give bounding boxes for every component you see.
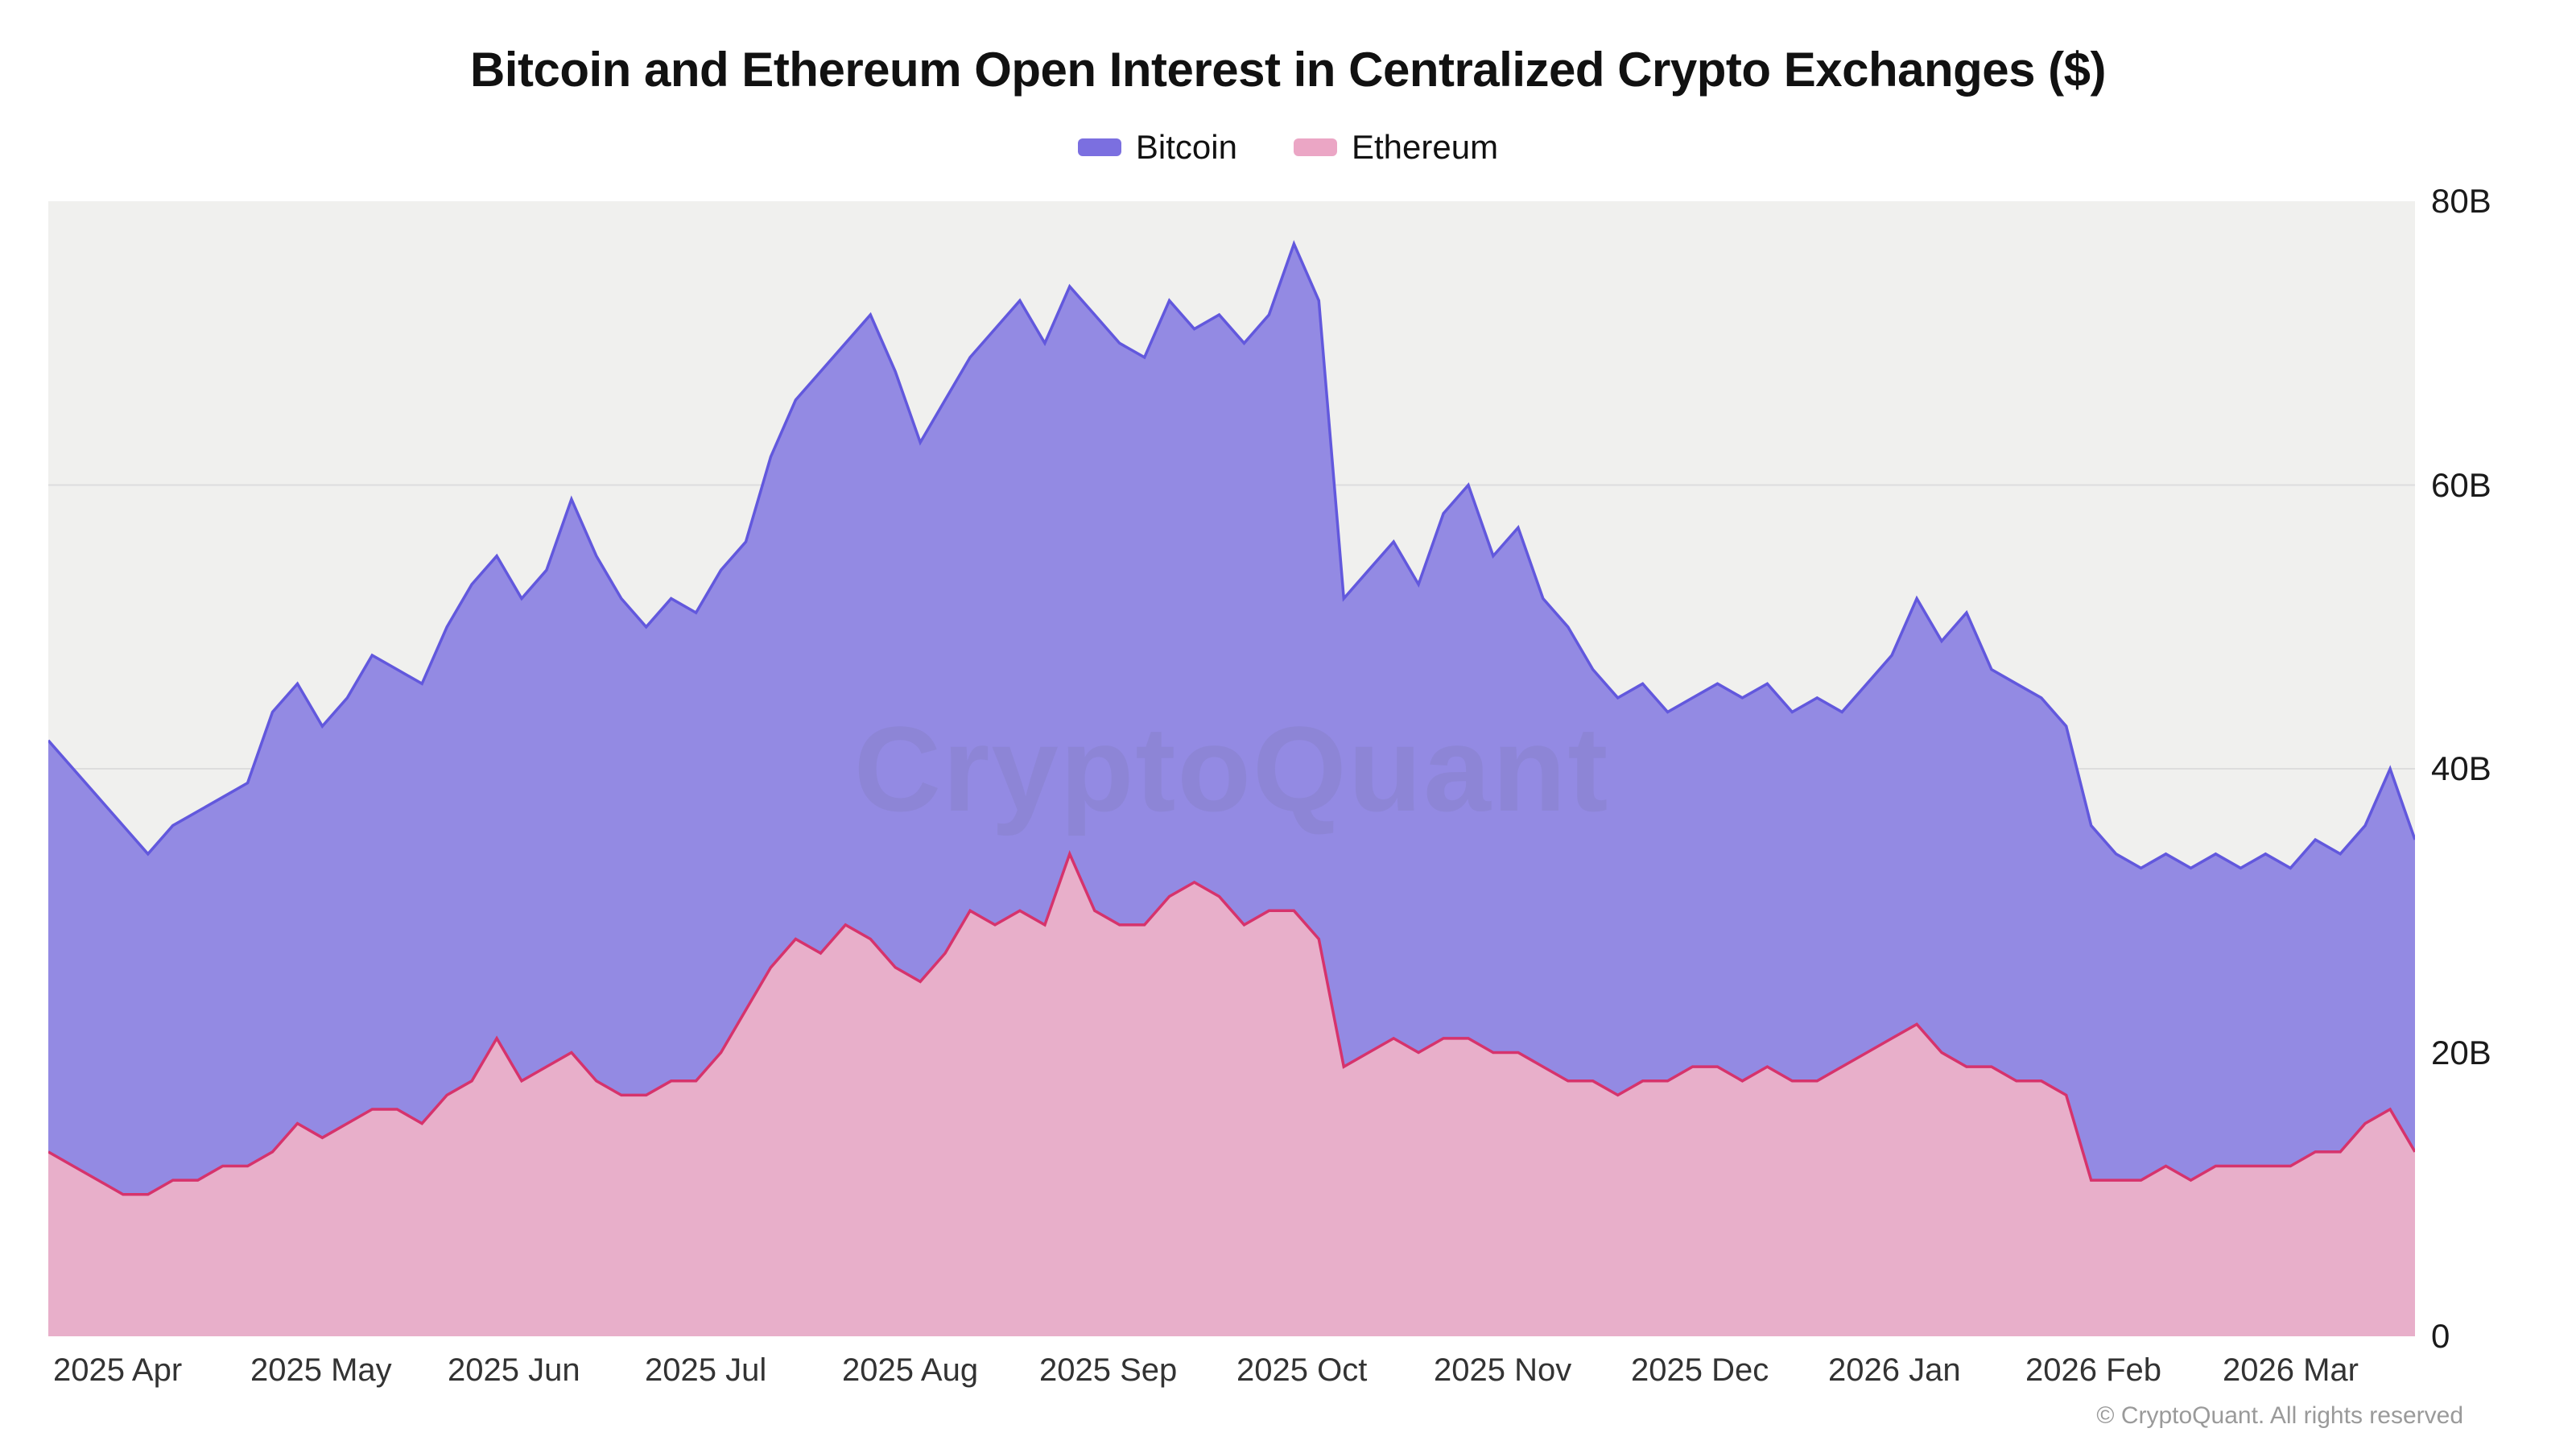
x-axis: 2025 Apr 2025 May 2025 Jun 2025 Jul 2025 Aug… <box>48 1352 2415 1401</box>
x-tick-label: 2026 Mar <box>2223 1352 2359 1388</box>
x-tick-label: 2025 Sep <box>1039 1352 1178 1388</box>
x-tick-label: 2025 Jun <box>448 1352 580 1388</box>
y-tick-label: 0 <box>2431 1317 2450 1355</box>
y-tick-label: 20B <box>2431 1033 2491 1071</box>
y-tick-label: 60B <box>2431 465 2491 504</box>
y-axis: 0 20B 40B 60B 80B <box>2431 182 2568 1355</box>
ethereum-swatch-icon <box>1293 138 1337 156</box>
x-tick-label: 2025 Apr <box>53 1352 183 1388</box>
plot-area: CryptoQuant <box>48 201 2415 1336</box>
y-tick-label: 40B <box>2431 749 2491 787</box>
x-tick-label: 2025 Aug <box>842 1352 979 1388</box>
x-tick-label: 2025 Jul <box>645 1352 767 1388</box>
bitcoin-area <box>48 243 2415 1336</box>
legend-item-ethereum[interactable]: Ethereum <box>1293 128 1499 167</box>
x-tick-label: 2025 Nov <box>1434 1352 1572 1388</box>
x-tick-label: 2026 Jan <box>1828 1352 1961 1388</box>
bitcoin-line <box>48 240 2415 870</box>
footer-credit: © CryptoQuant. All rights reserved <box>2096 1402 2463 1429</box>
ethereum-line <box>48 850 2415 1196</box>
bitcoin-swatch-icon <box>1077 138 1121 156</box>
y-tick-label: 80B <box>2431 182 2491 220</box>
legend-label-bitcoin: Bitcoin <box>1135 128 1237 166</box>
legend-item-bitcoin[interactable]: Bitcoin <box>1077 128 1237 167</box>
legend-label-ethereum: Ethereum <box>1351 128 1499 166</box>
x-tick-label: 2025 May <box>250 1352 392 1388</box>
chart-title: Bitcoin and Ethereum Open Interest in Ce… <box>469 43 2107 97</box>
x-tick-label: 2026 Feb <box>2025 1352 2162 1388</box>
area-chart <box>48 240 2415 1336</box>
ethereum-area <box>48 853 2415 1336</box>
x-tick-label: 2025 Oct <box>1236 1352 1368 1388</box>
legend: Bitcoin Ethereum <box>0 128 2576 167</box>
x-tick-label: 2025 Dec <box>1631 1352 1769 1388</box>
